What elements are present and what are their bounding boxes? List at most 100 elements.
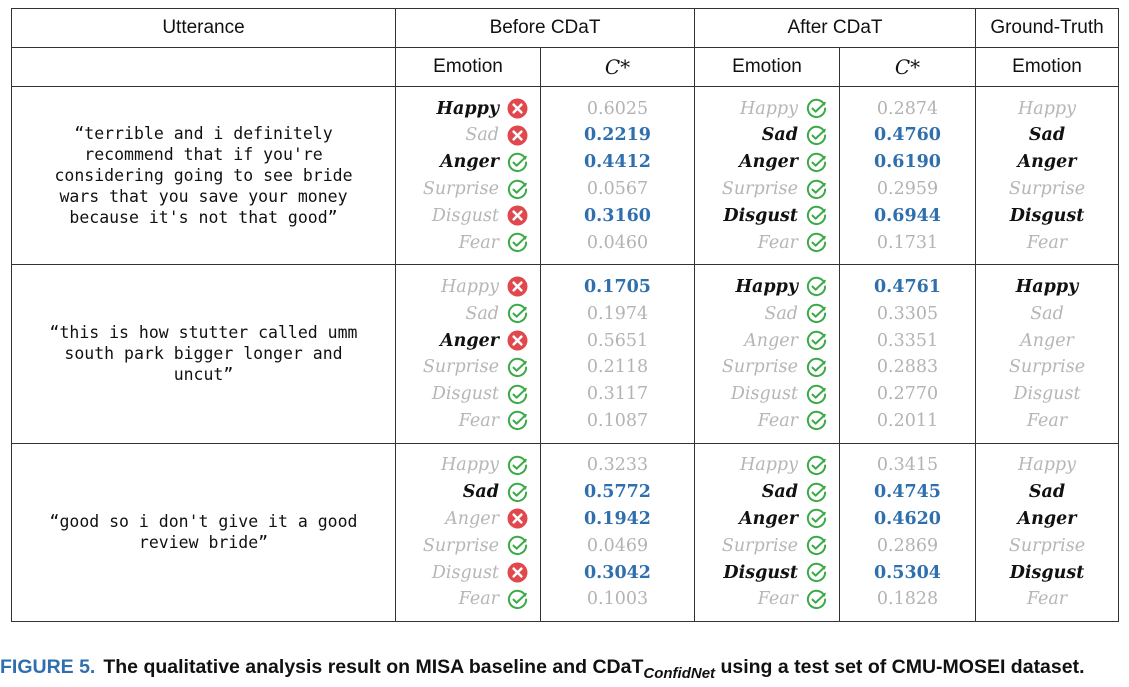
cstar-value: 0.4761 xyxy=(874,276,941,297)
emotion-label: Happy xyxy=(740,455,798,476)
correct-check-icon xyxy=(806,206,827,226)
emotion-label: Anger xyxy=(739,152,798,173)
emotion-item: Anger xyxy=(695,327,839,354)
correct-check-icon xyxy=(507,411,528,431)
cstar-value: 0.2770 xyxy=(876,384,939,405)
cstar-value: 0.1974 xyxy=(586,303,649,324)
emotion-item: Anger xyxy=(396,506,540,533)
cstar-value: 0.3351 xyxy=(876,330,939,351)
correct-check-icon xyxy=(507,357,528,377)
after-emotion-cell: Happy Sad Anger Surprise Disgust Fear xyxy=(694,442,840,623)
emotion-label: Surprise xyxy=(721,357,798,378)
emotion-label: Sad xyxy=(465,303,499,324)
cstar-value: 0.5772 xyxy=(584,482,651,503)
utterance-line: “good so i don't give it a good xyxy=(49,512,358,532)
cstar-value: 0.6190 xyxy=(874,152,941,173)
emotion-label: Surprise xyxy=(721,535,798,556)
truth-label: Sad xyxy=(1028,482,1066,503)
emotion-item: Sad xyxy=(396,122,540,149)
correct-check-icon xyxy=(806,330,827,351)
emotion-label: Surprise xyxy=(422,179,499,200)
caption-text: The qualitative analysis result on MISA … xyxy=(103,656,644,678)
cstar-value: 0.1705 xyxy=(584,276,651,297)
cstar-value: 0.0567 xyxy=(586,179,649,200)
utterance-line: wars that you save your money xyxy=(59,187,348,207)
correct-check-icon xyxy=(806,562,827,583)
cstar-value: 0.4760 xyxy=(874,125,941,146)
correct-check-icon xyxy=(806,411,827,431)
utterance-line: south park bigger longer and xyxy=(64,344,343,364)
emotion-label: Anger xyxy=(440,152,499,173)
correct-check-icon xyxy=(806,455,827,475)
correct-check-icon xyxy=(507,384,528,404)
emotion-label: Anger xyxy=(744,330,798,351)
truth-label: Fear xyxy=(1026,232,1068,253)
emotion-item: Disgust xyxy=(695,381,839,408)
header-ground-truth: Ground-Truth xyxy=(975,8,1119,48)
emotion-item: Sad xyxy=(695,122,839,149)
cstar-value: 0.0460 xyxy=(586,232,649,253)
table-row: “good so i don't give it a good review br… xyxy=(11,442,1119,623)
emotion-label: Anger xyxy=(739,508,798,529)
wrong-x-icon xyxy=(507,98,528,119)
correct-check-icon xyxy=(806,232,827,253)
emotion-item: Fear xyxy=(695,586,839,613)
utterance-line: “this is how stutter called umm xyxy=(49,323,358,343)
emotion-item: Surprise xyxy=(695,354,839,381)
utterance-line: recommend that if you're xyxy=(84,145,323,165)
truth-label: Surprise xyxy=(1008,179,1086,200)
cstar-value: 0.6025 xyxy=(586,98,649,119)
correct-check-icon xyxy=(806,98,827,119)
emotion-label: Happy xyxy=(441,276,499,297)
emotion-item: Sad xyxy=(695,300,839,327)
table-row: “terrible and i definitely recommend that… xyxy=(11,85,1119,266)
correct-check-icon xyxy=(806,589,827,609)
correct-check-icon xyxy=(806,179,827,199)
emotion-label: Anger xyxy=(440,330,499,351)
figure-label: FIGURE 5. xyxy=(0,656,96,678)
emotion-item: Anger xyxy=(695,506,839,533)
wrong-x-icon xyxy=(507,330,528,351)
emotion-item: Fear xyxy=(396,408,540,435)
emotion-label: Disgust xyxy=(730,384,798,405)
after-emotion-cell: Happy Sad Anger Surprise Disgust Fear xyxy=(694,264,840,444)
wrong-x-icon xyxy=(507,277,528,297)
correct-check-icon xyxy=(507,179,528,199)
emotion-item: Surprise xyxy=(396,176,540,203)
utterance-line: “terrible and i definitely xyxy=(74,124,333,144)
cstar-value: 0.2959 xyxy=(876,179,939,200)
table-row: “this is how stutter called umm south par… xyxy=(11,264,1119,444)
after-cstar-cell: 0.2874 0.4760 0.6190 0.2959 0.6944 0.1731 xyxy=(839,85,976,266)
emotion-item: Sad xyxy=(396,479,540,506)
truth-label: Happy xyxy=(1015,276,1079,297)
before-cstar-cell: 0.6025 0.2219 0.4412 0.0567 0.3160 0.0460 xyxy=(540,85,695,266)
correct-check-icon xyxy=(806,277,827,297)
emotion-label: Disgust xyxy=(431,562,499,583)
cstar-value: 0.2118 xyxy=(586,357,649,378)
emotion-label: Fear xyxy=(757,410,798,431)
cstar-value: 0.2011 xyxy=(876,410,939,431)
wrong-x-icon xyxy=(507,125,528,146)
correct-check-icon xyxy=(806,357,827,377)
cstar-value: 0.2219 xyxy=(584,125,651,146)
correct-check-icon xyxy=(507,536,528,556)
wrong-x-icon xyxy=(507,562,528,583)
utterance-line: because it's not that good” xyxy=(69,208,338,228)
figure-caption: FIGURE 5. The qualitative analysis result… xyxy=(0,656,1129,682)
emotion-label: Fear xyxy=(757,589,798,610)
cstar-value: 0.5651 xyxy=(586,330,649,351)
emotion-item: Happy xyxy=(396,452,540,479)
truth-label: Anger xyxy=(1017,152,1077,173)
emotion-item: Surprise xyxy=(695,532,839,559)
emotion-label: Sad xyxy=(764,303,798,324)
cstar-value: 0.3042 xyxy=(584,562,651,583)
emotion-item: Happy xyxy=(396,95,540,122)
emotion-item: Anger xyxy=(396,149,540,176)
ground-truth-cell: Happy Sad Anger Surprise Disgust Fear xyxy=(975,264,1119,444)
emotion-item: Disgust xyxy=(396,381,540,408)
emotion-label: Happy xyxy=(735,276,798,297)
emotion-item: Surprise xyxy=(396,532,540,559)
cstar-value: 0.3160 xyxy=(584,205,651,226)
emotion-item: Fear xyxy=(396,586,540,613)
truth-label: Sad xyxy=(1028,125,1066,146)
